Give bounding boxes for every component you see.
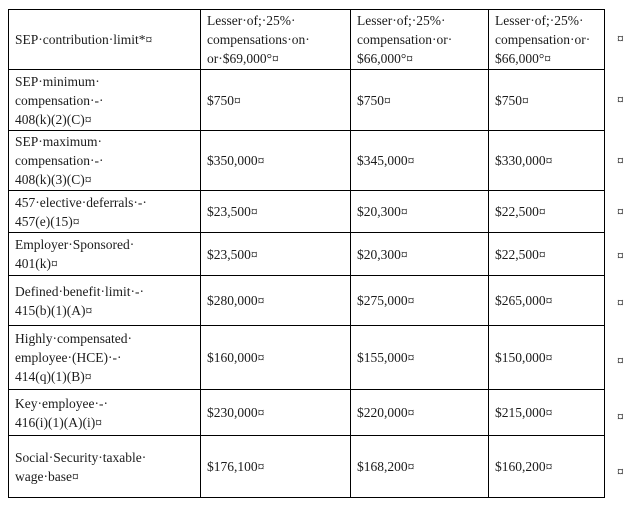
value-cell: $280,000¤ (200, 275, 351, 326)
end-of-row-marker: ¤ (617, 92, 624, 107)
table-row: 457·elective·deferrals·-· 457(e)(15)¤ $2… (8, 190, 605, 233)
contribution-limits-table: SEP·contribution·limit*¤ Lesser·of;·25%·… (8, 9, 605, 498)
header-label-cell: SEP·contribution·limit*¤ (8, 9, 201, 70)
table-row: Employer·Sponsored· 401(k)¤ $23,500¤ $20… (8, 232, 605, 276)
end-of-row-marker: ¤ (617, 153, 624, 168)
table-row: SEP·minimum· compensation·-· 408(k)(2)(C… (8, 69, 605, 131)
table-row: Key·employee·-· 416(i)(1)(A)(i)¤ $230,00… (8, 389, 605, 436)
value-cell: $23,500¤ (200, 232, 351, 276)
value-cell: $750¤ (488, 69, 605, 131)
value-cell: $215,000¤ (488, 389, 605, 436)
value-cell: $220,000¤ (350, 389, 489, 436)
table-header-row: SEP·contribution·limit*¤ Lesser·of;·25%·… (8, 9, 605, 70)
table-row: SEP·maximum· compensation·-· 408(k)(3)(C… (8, 130, 605, 191)
row-label-cell: Key·employee·-· 416(i)(1)(A)(i)¤ (8, 389, 201, 436)
header-value-cell: Lesser·of;·25%· compensation·or· $66,000… (488, 9, 605, 70)
row-label-cell: Social·Security·taxable· wage·base¤ (8, 435, 201, 498)
value-cell: $155,000¤ (350, 325, 489, 390)
value-cell: $160,200¤ (488, 435, 605, 498)
value-cell: $330,000¤ (488, 130, 605, 191)
end-of-row-marker: ¤ (617, 248, 624, 263)
value-cell: $22,500¤ (488, 232, 605, 276)
row-label-cell: SEP·maximum· compensation·-· 408(k)(3)(C… (8, 130, 201, 191)
value-cell: $230,000¤ (200, 389, 351, 436)
end-of-row-marker: ¤ (617, 295, 624, 310)
table-row: Social·Security·taxable· wage·base¤ $176… (8, 435, 605, 498)
end-of-row-marker: ¤ (617, 31, 624, 46)
value-cell: $750¤ (200, 69, 351, 131)
end-of-row-marker: ¤ (617, 204, 624, 219)
value-cell: $23,500¤ (200, 190, 351, 233)
end-of-row-marker: ¤ (617, 464, 624, 479)
value-cell: $176,100¤ (200, 435, 351, 498)
value-cell: $22,500¤ (488, 190, 605, 233)
end-of-row-marker: ¤ (617, 409, 624, 424)
table-row: Defined·benefit·limit·-· 415(b)(1)(A)¤ $… (8, 275, 605, 326)
value-cell: $265,000¤ (488, 275, 605, 326)
row-label-cell: SEP·minimum· compensation·-· 408(k)(2)(C… (8, 69, 201, 131)
value-cell: $20,300¤ (350, 232, 489, 276)
header-value-cell: Lesser·of;·25%· compensation·or· $66,000… (350, 9, 489, 70)
row-label-cell: Highly·compensated· employee·(HCE)·-· 41… (8, 325, 201, 390)
end-of-row-marker: ¤ (617, 353, 624, 368)
value-cell: $150,000¤ (488, 325, 605, 390)
row-label-cell: Defined·benefit·limit·-· 415(b)(1)(A)¤ (8, 275, 201, 326)
row-label-cell: 457·elective·deferrals·-· 457(e)(15)¤ (8, 190, 201, 233)
table-row: Highly·compensated· employee·(HCE)·-· 41… (8, 325, 605, 390)
value-cell: $275,000¤ (350, 275, 489, 326)
value-cell: $168,200¤ (350, 435, 489, 498)
value-cell: $20,300¤ (350, 190, 489, 233)
value-cell: $160,000¤ (200, 325, 351, 390)
row-label-cell: Employer·Sponsored· 401(k)¤ (8, 232, 201, 276)
value-cell: $345,000¤ (350, 130, 489, 191)
value-cell: $350,000¤ (200, 130, 351, 191)
value-cell: $750¤ (350, 69, 489, 131)
header-value-cell: Lesser·of;·25%· compensations·on· or·$69… (200, 9, 351, 70)
